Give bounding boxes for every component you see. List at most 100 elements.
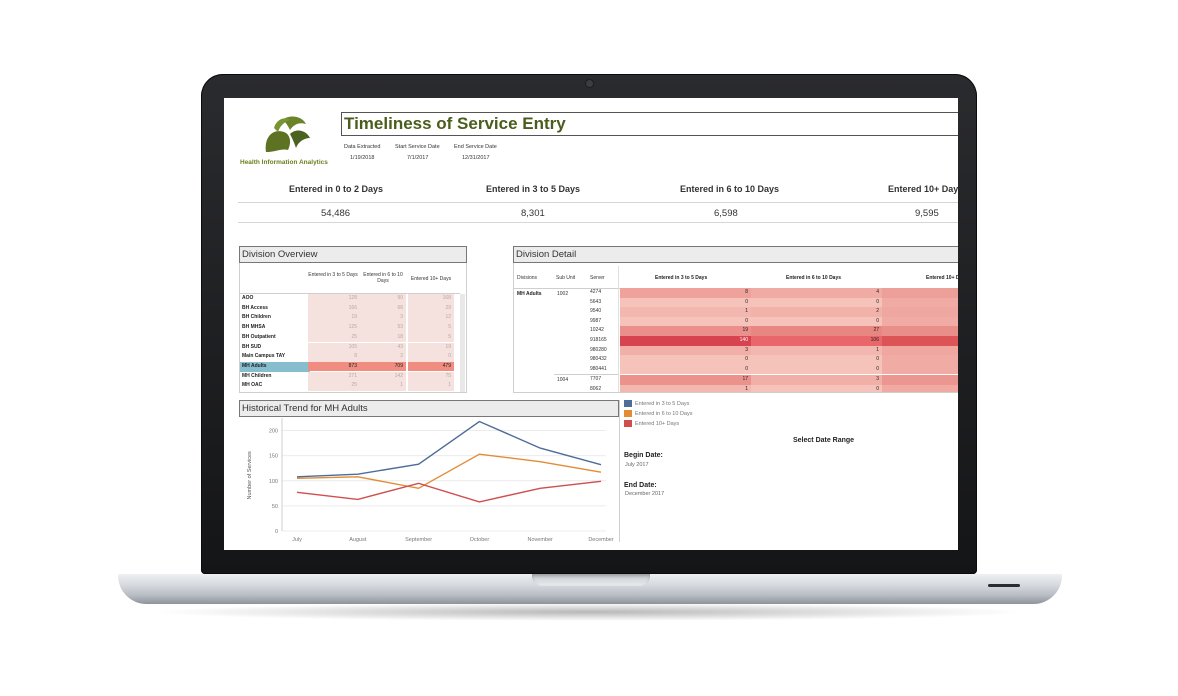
- detail-cell-6-10[interactable]: 1: [751, 345, 882, 356]
- detail-server[interactable]: 8062: [590, 386, 602, 392]
- overview-cell[interactable]: 29: [408, 303, 454, 314]
- detail-cell-6-10[interactable]: 0: [751, 297, 882, 308]
- detail-cell-6-10[interactable]: 106: [751, 336, 882, 346]
- detail-cell-10-plus[interactable]: [882, 336, 958, 346]
- detail-cell-3-5[interactable]: 1: [620, 307, 751, 317]
- overview-row-label[interactable]: MH Adults: [240, 361, 310, 372]
- detail-cell-6-10[interactable]: 0: [751, 355, 882, 365]
- overview-cell[interactable]: 66: [360, 303, 406, 314]
- detail-server[interactable]: 10242: [590, 327, 604, 334]
- detail-cell-10-plus[interactable]: [882, 355, 958, 365]
- detail-cell-10-plus[interactable]: [882, 326, 958, 336]
- overview-cell[interactable]: 5: [408, 323, 454, 333]
- detail-cell-3-5[interactable]: 140: [620, 336, 751, 346]
- detail-server[interactable]: 9987: [590, 317, 602, 324]
- detail-cell-3-5[interactable]: 0: [620, 297, 751, 308]
- detail-cell-6-10[interactable]: 4: [751, 288, 882, 298]
- overview-cell[interactable]: 168: [408, 294, 454, 304]
- overview-row[interactable]: BH MHSA 125 53 5: [240, 323, 460, 333]
- overview-cell[interactable]: 25: [308, 332, 360, 343]
- detail-cell-10-plus[interactable]: [882, 297, 958, 308]
- overview-cell[interactable]: 8: [308, 352, 360, 362]
- detail-cell-10-plus[interactable]: [882, 288, 958, 298]
- overview-cell[interactable]: 12: [408, 313, 454, 323]
- detail-cell-3-5[interactable]: 1: [620, 385, 751, 392]
- overview-cell[interactable]: 18: [360, 332, 406, 343]
- overview-cell[interactable]: 1: [360, 381, 406, 391]
- detail-cell-6-10[interactable]: 0: [751, 385, 882, 392]
- overview-row-label[interactable]: BH MHSA: [242, 324, 266, 331]
- overview-cell[interactable]: 105: [308, 342, 360, 352]
- overview-row-label[interactable]: MH OAC: [242, 382, 263, 389]
- detail-cell-10-plus[interactable]: [882, 364, 958, 375]
- detail-cell-6-10[interactable]: 2: [751, 307, 882, 317]
- detail-server[interactable]: 918165: [590, 337, 607, 343]
- overview-row[interactable]: BH Access 166 66 29: [240, 303, 460, 314]
- overview-cell[interactable]: 142: [360, 371, 406, 382]
- detail-cell-10-plus[interactable]: [882, 345, 958, 356]
- overview-cell[interactable]: 19: [308, 313, 360, 323]
- overview-cell[interactable]: 0: [408, 352, 454, 362]
- overview-row[interactable]: BH Children 19 3 12: [240, 313, 460, 323]
- detail-cell-3-5[interactable]: 8: [620, 288, 751, 298]
- overview-row-label[interactable]: Main Campus TAY: [242, 353, 286, 360]
- overview-cell[interactable]: 128: [308, 294, 360, 304]
- overview-row[interactable]: Main Campus TAY 8 2 0: [240, 352, 460, 362]
- detail-cell-6-10[interactable]: 0: [751, 364, 882, 375]
- overview-cell[interactable]: 709: [360, 361, 406, 372]
- detail-server[interactable]: 5643: [590, 298, 602, 305]
- detail-cell-6-10[interactable]: 0: [751, 316, 882, 327]
- overview-cell[interactable]: 479: [408, 361, 454, 372]
- detail-server[interactable]: 9540: [590, 308, 602, 315]
- overview-cell[interactable]: 90: [360, 294, 406, 304]
- overview-cell[interactable]: 3: [360, 313, 406, 323]
- detail-cell-3-5[interactable]: 17: [620, 375, 751, 385]
- overview-row[interactable]: AOO 128 90 168: [240, 294, 460, 304]
- overview-row[interactable]: MH OAC 25 1 1: [240, 381, 460, 391]
- overview-cell[interactable]: 53: [360, 323, 406, 333]
- overview-row[interactable]: BH Outpatient 25 18 5: [240, 332, 460, 343]
- overview-cell[interactable]: 125: [308, 323, 360, 333]
- detail-cell-3-5[interactable]: 19: [620, 326, 751, 336]
- overview-row-label[interactable]: BH Outpatient: [242, 333, 276, 340]
- detail-server[interactable]: 980280: [590, 346, 607, 353]
- legend-label[interactable]: Entered in 3 to 5 Days: [635, 400, 690, 407]
- overview-row[interactable]: MH Children 271 142 75: [240, 371, 460, 382]
- detail-cell-3-5[interactable]: 0: [620, 364, 751, 375]
- legend-label[interactable]: Entered 10+ Days: [635, 420, 680, 427]
- detail-cell-10-plus[interactable]: [882, 307, 958, 317]
- detail-cell-6-10[interactable]: 3: [751, 375, 882, 385]
- overview-cell[interactable]: 271: [308, 371, 360, 382]
- legend-label[interactable]: Entered in 6 to 10 Days: [635, 410, 693, 417]
- overview-scrollbar[interactable]: [460, 294, 465, 392]
- detail-server[interactable]: 980441: [590, 365, 607, 372]
- detail-cell-3-5[interactable]: 0: [620, 316, 751, 327]
- overview-row[interactable]: BH SUD 105 43 19: [240, 342, 460, 353]
- overview-cell[interactable]: 43: [360, 342, 406, 352]
- overview-row-label[interactable]: AOO: [242, 295, 254, 301]
- overview-cell[interactable]: 5: [408, 332, 454, 343]
- overview-cell[interactable]: 19: [408, 342, 454, 352]
- detail-server[interactable]: 980432: [590, 356, 607, 363]
- detail-server[interactable]: 4274: [590, 289, 602, 295]
- overview-row-label[interactable]: MH Children: [242, 372, 272, 379]
- overview-cell[interactable]: 2: [360, 352, 406, 362]
- overview-row[interactable]: MH Adults 873 709 479: [240, 361, 460, 372]
- detail-server[interactable]: 7707: [590, 376, 602, 383]
- overview-cell[interactable]: 166: [308, 303, 360, 314]
- overview-cell[interactable]: 75: [408, 371, 454, 382]
- overview-row-label[interactable]: BH Children: [242, 314, 271, 321]
- detail-cell-3-5[interactable]: 3: [620, 345, 751, 356]
- overview-cell[interactable]: 873: [308, 361, 360, 372]
- detail-cell-3-5[interactable]: 0: [620, 355, 751, 365]
- detail-cell-10-plus[interactable]: [882, 316, 958, 327]
- overview-cell[interactable]: 25: [308, 381, 360, 391]
- detail-cell-10-plus[interactable]: [882, 385, 958, 392]
- begin-date-value[interactable]: July 2017: [625, 462, 649, 468]
- end-date-value[interactable]: December 2017: [625, 491, 665, 497]
- detail-cell-10-plus[interactable]: [882, 375, 958, 385]
- detail-cell-6-10[interactable]: 27: [751, 326, 882, 336]
- overview-row-label[interactable]: BH Access: [242, 304, 268, 311]
- overview-cell[interactable]: 1: [408, 381, 454, 391]
- overview-row-label[interactable]: BH SUD: [242, 343, 262, 350]
